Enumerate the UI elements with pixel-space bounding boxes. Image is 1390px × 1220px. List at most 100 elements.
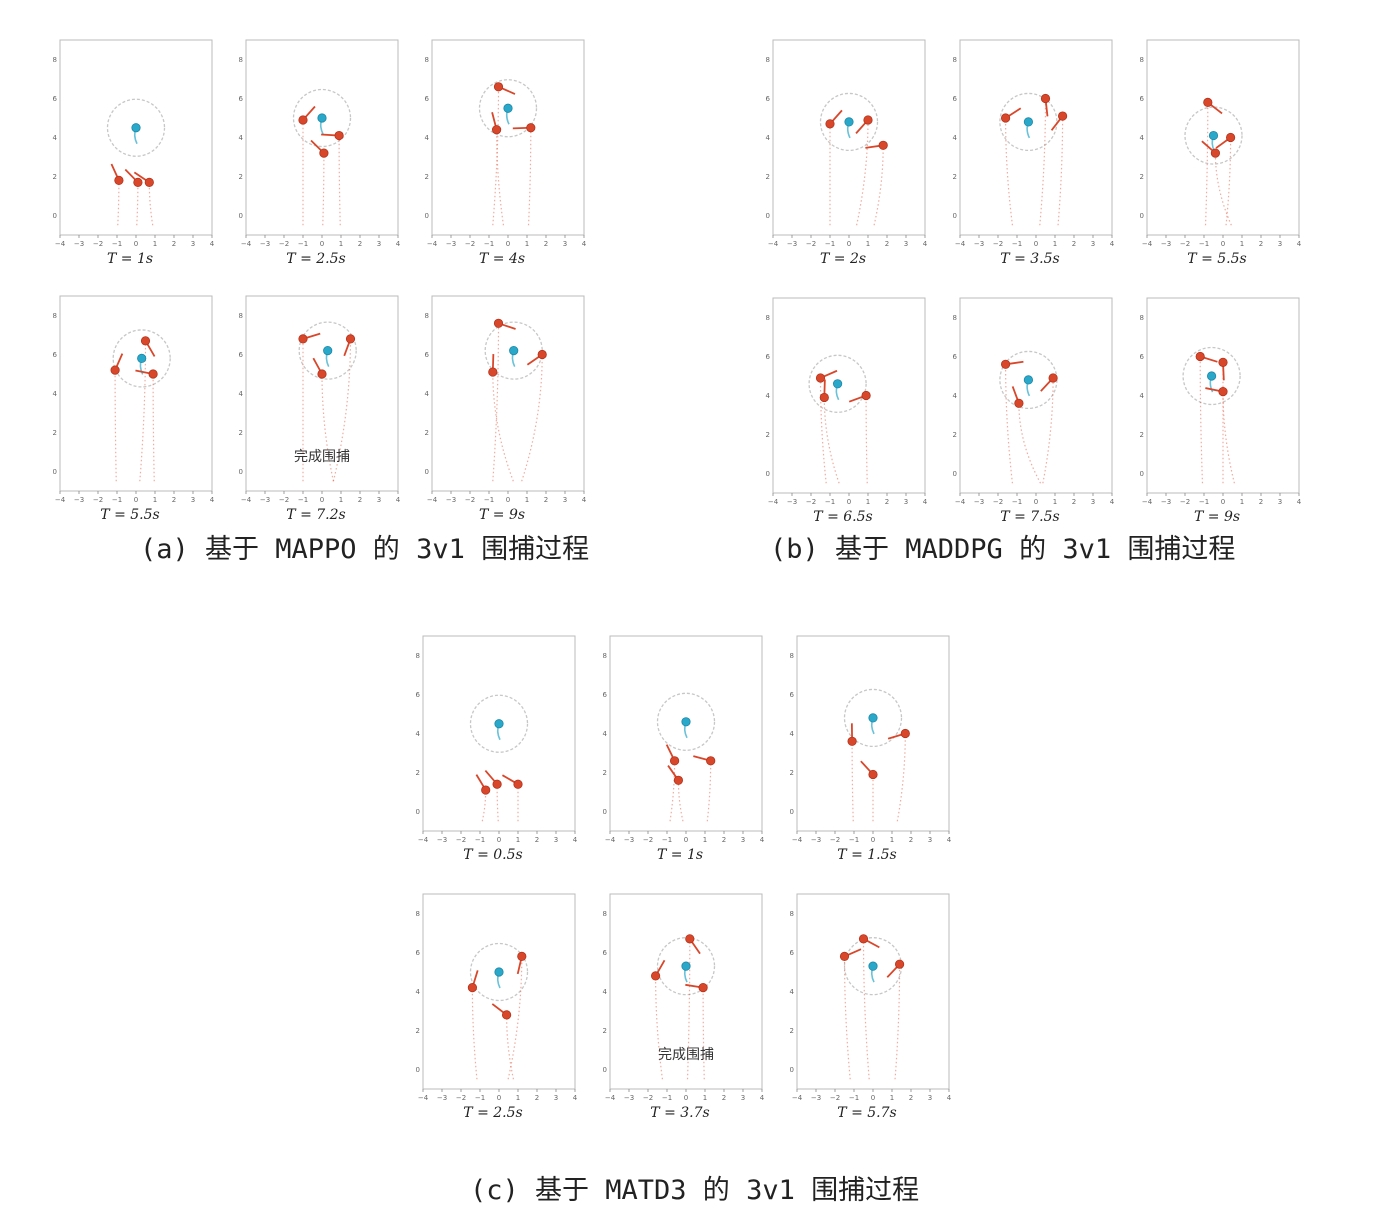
x-tick-label: 0 — [847, 498, 851, 506]
plot-frame — [245, 295, 399, 492]
x-tick-label: −4 — [241, 496, 252, 504]
x-tick-label: −3 — [811, 836, 821, 844]
x-tick-label: 1 — [703, 1094, 707, 1102]
y-tick-label: 4 — [239, 134, 244, 142]
pursuer-trail — [862, 938, 870, 1080]
x-tick-label: 3 — [741, 836, 745, 844]
y-tick-label: 0 — [603, 1066, 607, 1074]
panel-c-3: −4 −3 −2 −1 0 1 2 3 4 0 2 4 6 8 T = 1.5s — [790, 635, 952, 863]
pursuer-trail — [1225, 137, 1232, 226]
pursuer-trail — [527, 127, 532, 226]
y-tick-label: 2 — [603, 1027, 607, 1035]
x-tick-label: −4 — [792, 1094, 803, 1102]
y-tick-label: 8 — [766, 56, 770, 64]
capture-circle — [469, 694, 529, 753]
x-tick-label: 2 — [172, 496, 176, 504]
pursuer-point — [334, 130, 344, 141]
y-tick-label: 8 — [53, 56, 57, 64]
pursuer-point — [140, 336, 151, 346]
evader-point — [317, 113, 327, 123]
evader-point — [1023, 117, 1034, 127]
y-tick-label: 4 — [953, 392, 958, 400]
time-label: T = 2.5s — [286, 251, 345, 267]
time-label: T = 3.7s — [650, 1105, 709, 1121]
x-tick-label: 3 — [904, 498, 908, 506]
x-tick-label: 4 — [760, 836, 765, 844]
pursuer-trail — [321, 373, 334, 482]
pursuer-point — [1210, 148, 1221, 158]
x-tick-label: −4 — [768, 498, 779, 506]
y-tick-label: 4 — [953, 134, 958, 142]
x-tick-label: 3 — [563, 496, 567, 504]
pursuer-trail — [1018, 403, 1042, 484]
x-tick-label: −2 — [643, 1094, 653, 1102]
pursuer-trail — [865, 395, 868, 484]
x-tick-label: 0 — [497, 836, 501, 844]
x-tick-label: −2 — [806, 240, 816, 248]
x-tick-label: 1 — [1053, 240, 1057, 248]
x-tick-label: −4 — [55, 240, 66, 248]
x-tick-label: 4 — [573, 836, 578, 844]
panel-b-2: −4 −3 −2 −1 0 1 2 3 4 0 2 4 6 8 T = 3.5s — [953, 39, 1115, 267]
time-label: T = 3.5s — [1000, 251, 1059, 267]
time-label: T = 4s — [479, 251, 525, 267]
pursuer-point — [492, 779, 502, 789]
pursuer-trail — [136, 182, 139, 226]
pursuer-point — [706, 756, 716, 766]
y-tick-label: 6 — [790, 949, 795, 957]
evader-point — [494, 967, 504, 977]
x-tick-label: −2 — [1180, 498, 1190, 506]
pursuer-trail — [492, 86, 500, 226]
x-tick-label: 3 — [1278, 240, 1282, 248]
pursuer-trail — [873, 145, 884, 226]
x-tick-label: −3 — [787, 498, 797, 506]
pursuer-point — [868, 769, 878, 780]
pursuer-trail — [338, 135, 341, 226]
y-tick-label: 8 — [790, 910, 794, 918]
pursuer-point — [1058, 111, 1068, 121]
y-tick-label: 6 — [425, 95, 430, 103]
y-tick-label: 4 — [603, 988, 608, 996]
pursuer-point — [1218, 357, 1228, 367]
capture-circle — [808, 354, 867, 413]
x-tick-label: −4 — [768, 240, 779, 248]
y-tick-label: 4 — [239, 390, 244, 398]
x-tick-label: −3 — [437, 836, 447, 844]
x-tick-label: 3 — [554, 836, 558, 844]
x-tick-label: 4 — [1110, 240, 1115, 248]
y-tick-label: 4 — [416, 988, 421, 996]
pursuer-point — [298, 115, 308, 125]
y-tick-label: 2 — [766, 431, 770, 439]
x-tick-label: −4 — [241, 240, 252, 248]
x-tick-label: −2 — [93, 240, 103, 248]
time-label: T = 9s — [479, 507, 525, 523]
x-tick-label: 2 — [544, 496, 548, 504]
x-tick-label: 2 — [1259, 498, 1263, 506]
x-tick-label: 3 — [191, 240, 195, 248]
panel-c-1: −4 −3 −2 −1 0 1 2 3 4 0 2 4 6 8 T = 0.5s — [416, 635, 578, 863]
x-tick-label: 2 — [1072, 240, 1076, 248]
y-tick-label: 8 — [603, 652, 607, 660]
y-tick-label: 8 — [953, 56, 957, 64]
pursuer-point — [839, 951, 850, 962]
x-tick-label: 3 — [928, 1094, 932, 1102]
x-tick-label: −1 — [298, 240, 308, 248]
x-tick-label: 1 — [1240, 240, 1244, 248]
plot-frame — [772, 297, 926, 494]
evader-point — [868, 961, 878, 971]
x-tick-label: −2 — [93, 496, 103, 504]
pursuer-point — [298, 334, 308, 344]
y-tick-label: 2 — [603, 769, 607, 777]
y-tick-label: 6 — [766, 95, 771, 103]
x-tick-label: −2 — [279, 496, 289, 504]
plot-frame — [422, 893, 576, 1090]
x-tick-label: 2 — [885, 498, 889, 506]
x-tick-label: −2 — [993, 498, 1003, 506]
y-tick-label: 2 — [1140, 431, 1144, 439]
y-tick-label: 2 — [239, 173, 243, 181]
pursuer-point — [317, 369, 327, 379]
x-tick-label: −2 — [643, 836, 653, 844]
y-tick-label: 8 — [1140, 314, 1144, 322]
y-tick-label: 0 — [766, 212, 770, 220]
x-tick-label: 0 — [1221, 498, 1225, 506]
